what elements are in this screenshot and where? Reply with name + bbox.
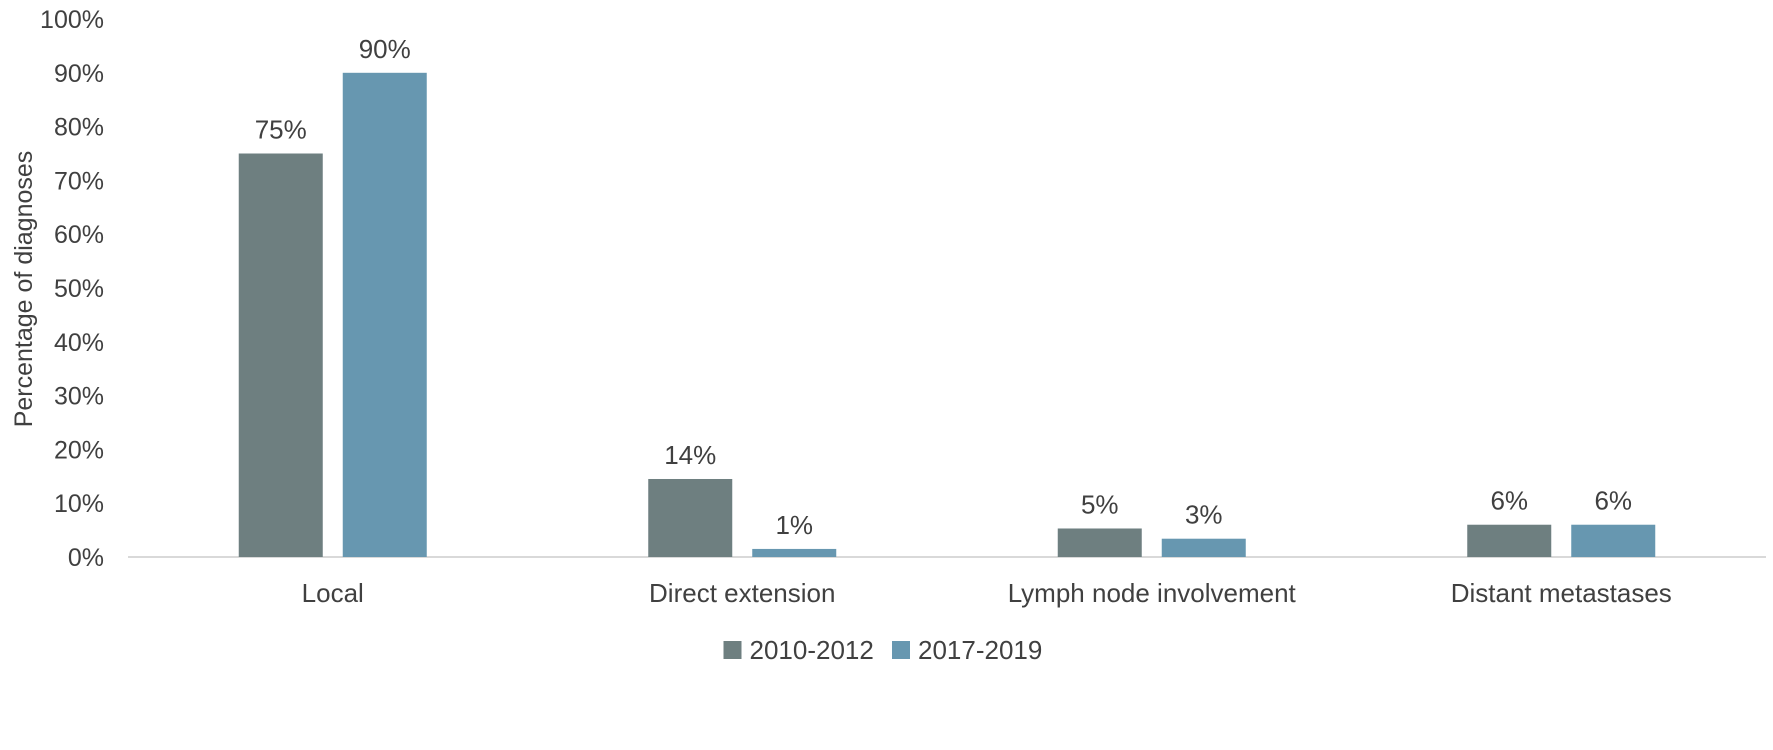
x-category-label: Local bbox=[302, 578, 364, 608]
legend-label: 2010-2012 bbox=[750, 635, 874, 665]
y-tick-label: 40% bbox=[54, 329, 104, 357]
bar-2-4 bbox=[1571, 524, 1656, 557]
legend-swatch bbox=[723, 641, 742, 659]
y-axis-title: Percentage of diagnoses bbox=[10, 151, 38, 428]
data-label: 1% bbox=[775, 510, 813, 540]
y-tick-label: 80% bbox=[54, 114, 104, 142]
category-labels-group: Local Direct extension Lymph node involvem… bbox=[302, 578, 1672, 608]
x-category-label: Distant metastases bbox=[1451, 578, 1672, 608]
y-tick-label: 30% bbox=[54, 383, 104, 411]
bar-2-2 bbox=[752, 548, 837, 557]
y-tick-label: 10% bbox=[54, 490, 104, 518]
bars-group bbox=[238, 72, 1656, 558]
y-tick-label: 60% bbox=[54, 221, 104, 249]
data-label: 6% bbox=[1594, 486, 1632, 516]
y-tick-label: 20% bbox=[54, 436, 104, 464]
data-label: 3% bbox=[1185, 500, 1223, 530]
bar-1-1 bbox=[238, 153, 323, 557]
data-label: 6% bbox=[1490, 486, 1528, 516]
data-label: 90% bbox=[359, 34, 411, 64]
x-category-label: Lymph node involvement bbox=[1008, 578, 1297, 608]
bar-1-2 bbox=[648, 478, 733, 557]
data-label: 5% bbox=[1081, 489, 1119, 519]
y-tick-label: 100% bbox=[40, 6, 104, 34]
y-axis-ticks: 0% 10% 20% 30% 40% 50% 60% 70% 80% 90% 100% bbox=[40, 6, 104, 572]
data-label: 14% bbox=[664, 440, 716, 470]
data-label: 75% bbox=[255, 115, 307, 145]
data-labels-group: 75% 90% 14% 1% 5% 3% 6% 6% bbox=[255, 34, 1632, 540]
x-category-label: Direct extension bbox=[649, 578, 835, 608]
y-tick-label: 90% bbox=[54, 60, 104, 88]
legend-swatch bbox=[892, 641, 910, 659]
y-tick-label: 70% bbox=[54, 167, 104, 195]
legend: 2010-2012 2017-2019 bbox=[723, 635, 1042, 665]
y-tick-label: 0% bbox=[68, 544, 104, 572]
bar-2-3 bbox=[1161, 538, 1246, 557]
bar-1-3 bbox=[1057, 528, 1142, 557]
bar-1-4 bbox=[1467, 524, 1552, 557]
bar-2-1 bbox=[342, 72, 427, 558]
legend-label: 2017-2019 bbox=[918, 635, 1042, 665]
y-tick-label: 50% bbox=[54, 275, 104, 303]
